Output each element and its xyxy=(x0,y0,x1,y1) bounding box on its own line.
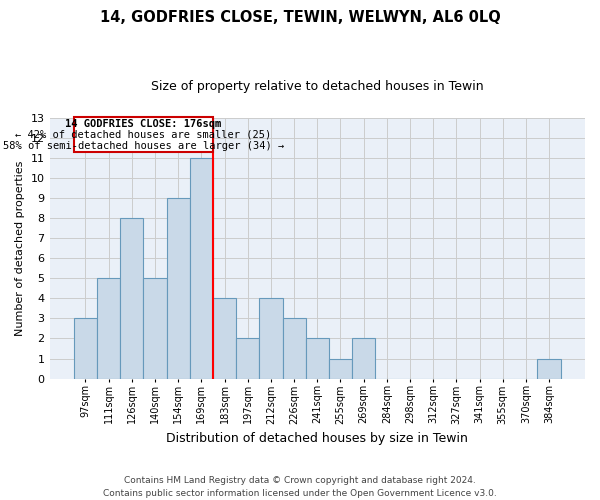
Bar xyxy=(167,198,190,378)
Bar xyxy=(74,318,97,378)
Bar xyxy=(329,358,352,378)
Y-axis label: Number of detached properties: Number of detached properties xyxy=(15,160,25,336)
Bar xyxy=(213,298,236,378)
Bar xyxy=(236,338,259,378)
Text: 14, GODFRIES CLOSE, TEWIN, WELWYN, AL6 0LQ: 14, GODFRIES CLOSE, TEWIN, WELWYN, AL6 0… xyxy=(100,10,500,25)
Bar xyxy=(305,338,329,378)
Text: Contains HM Land Registry data © Crown copyright and database right 2024.
Contai: Contains HM Land Registry data © Crown c… xyxy=(103,476,497,498)
Text: 58% of semi-detached houses are larger (34) →: 58% of semi-detached houses are larger (… xyxy=(3,141,284,151)
Bar xyxy=(538,358,560,378)
Title: Size of property relative to detached houses in Tewin: Size of property relative to detached ho… xyxy=(151,80,484,93)
FancyBboxPatch shape xyxy=(74,117,213,152)
Text: 14 GODFRIES CLOSE: 176sqm: 14 GODFRIES CLOSE: 176sqm xyxy=(65,119,221,129)
Bar xyxy=(143,278,167,378)
Bar xyxy=(190,158,213,378)
Bar xyxy=(352,338,375,378)
Text: ← 42% of detached houses are smaller (25): ← 42% of detached houses are smaller (25… xyxy=(15,130,272,140)
Bar xyxy=(97,278,120,378)
X-axis label: Distribution of detached houses by size in Tewin: Distribution of detached houses by size … xyxy=(166,432,468,445)
Bar xyxy=(259,298,283,378)
Bar xyxy=(283,318,305,378)
Bar xyxy=(120,218,143,378)
